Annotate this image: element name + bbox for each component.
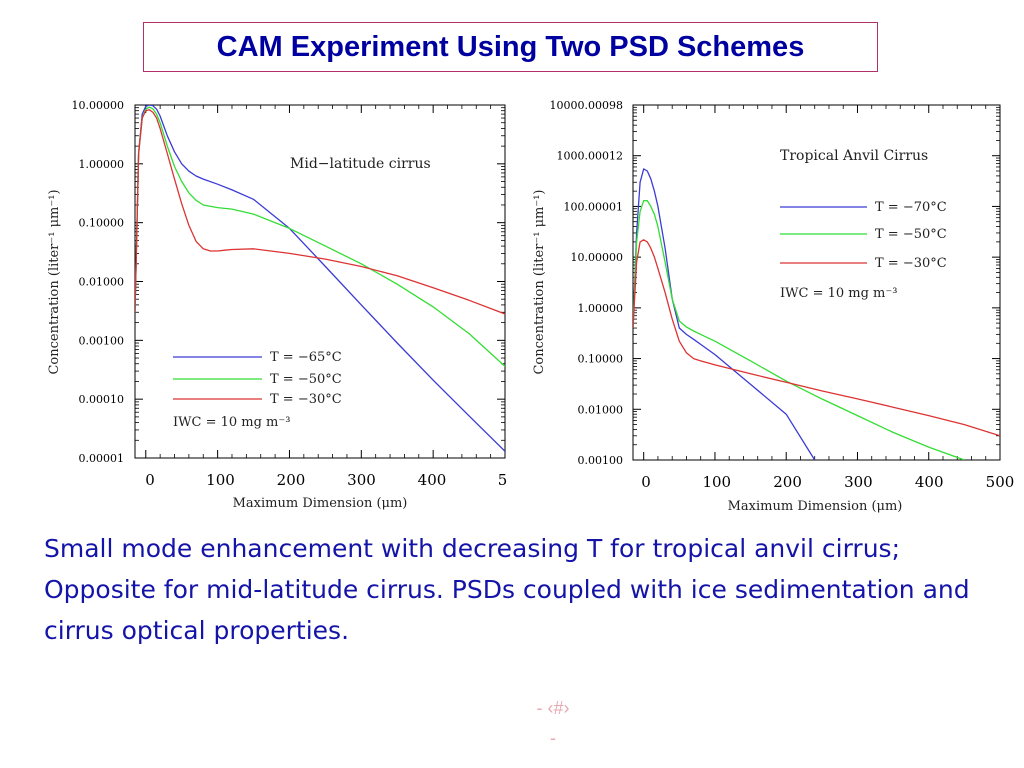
chart-mid-latitude: 10.00000 1.00000 0.10000 0.01000 0.00100 0.00…: [47, 99, 508, 511]
legend-label-2: T = −30°C: [875, 256, 947, 271]
x-tick-label: 0: [641, 473, 651, 491]
x-tick-label: 300: [347, 471, 376, 489]
series-line-2: [633, 239, 1000, 437]
x-tick-label: 300: [844, 473, 873, 491]
series-line-2: [135, 109, 505, 315]
x-tick-label: 100: [206, 471, 235, 489]
series-line-1: [135, 106, 505, 367]
slide-title: CAM Experiment Using Two PSD Schemes: [216, 30, 805, 63]
x-tick-label: 400: [418, 471, 447, 489]
legend-label-1: T = −50°C: [270, 372, 342, 387]
x-tick-label: 5: [498, 471, 508, 489]
y-axis-label: Concentration (liter⁻¹ μm⁻¹): [47, 189, 62, 374]
y-tick-label: 0.10000: [79, 217, 125, 230]
y-tick-label: 0.00001: [79, 452, 125, 465]
chart-tropical-anvil: 10000.00098 1000.00012 100.00001 10.00000 1.…: [532, 99, 1015, 514]
plot-title: Mid−latitude cirrus: [290, 156, 431, 172]
plot-frame: [632, 104, 1001, 461]
y-tick-label: 0.00100: [79, 334, 125, 347]
legend-label-0: T = −65°C: [270, 350, 342, 365]
y-tick-label: 10000.00098: [550, 99, 623, 112]
x-axis-label: Maximum Dimension (μm): [728, 499, 903, 514]
legend-label-0: T = −70°C: [875, 200, 947, 215]
slide-number-line-2: -: [550, 728, 556, 748]
slide-title-box: CAM Experiment Using Two PSD Schemes: [143, 22, 878, 72]
y-tick-label: 100.00001: [564, 200, 624, 213]
x-tick-label: 500: [986, 473, 1015, 491]
plot-title: Tropical Anvil Cirrus: [780, 148, 928, 164]
y-tick-label: 0.00100: [578, 454, 624, 467]
legend-label-2: T = −30°C: [270, 392, 342, 407]
y-tick-label: 0.01000: [578, 403, 624, 416]
x-tick-label: 400: [915, 473, 944, 491]
series-line-0: [135, 105, 505, 452]
y-tick-label: 0.10000: [578, 353, 624, 366]
slide-number-line-1: - ‹#›: [536, 698, 570, 718]
x-tick-label: 200: [773, 473, 802, 491]
legend-label-1: T = −50°C: [875, 227, 947, 242]
y-tick-label: 10.00000: [72, 99, 125, 112]
x-tick-label: 0: [145, 471, 155, 489]
iwc-annotation: IWC = 10 mg m⁻³: [780, 286, 897, 301]
y-tick-label: 1.00000: [578, 302, 624, 315]
y-axis-label: Concentration (liter⁻¹ μm⁻¹): [532, 189, 547, 374]
x-tick-label: 100: [702, 473, 731, 491]
caption-text: Small mode enhancement with decreasing T…: [44, 534, 970, 645]
y-tick-label: 1000.00012: [557, 150, 623, 163]
iwc-annotation: IWC = 10 mg m⁻³: [173, 415, 290, 430]
x-tick-label: 200: [277, 471, 306, 489]
slide-number: - ‹#› -: [518, 693, 588, 753]
y-tick-label: 0.01000: [79, 276, 125, 289]
series-line-1: [633, 200, 965, 460]
y-tick-label: 1.00000: [79, 158, 125, 171]
y-tick-label: 0.00010: [79, 393, 125, 406]
series-line-0: [633, 168, 816, 460]
x-axis-label: Maximum Dimension (μm): [233, 496, 408, 511]
y-tick-label: 10.00000: [571, 251, 624, 264]
